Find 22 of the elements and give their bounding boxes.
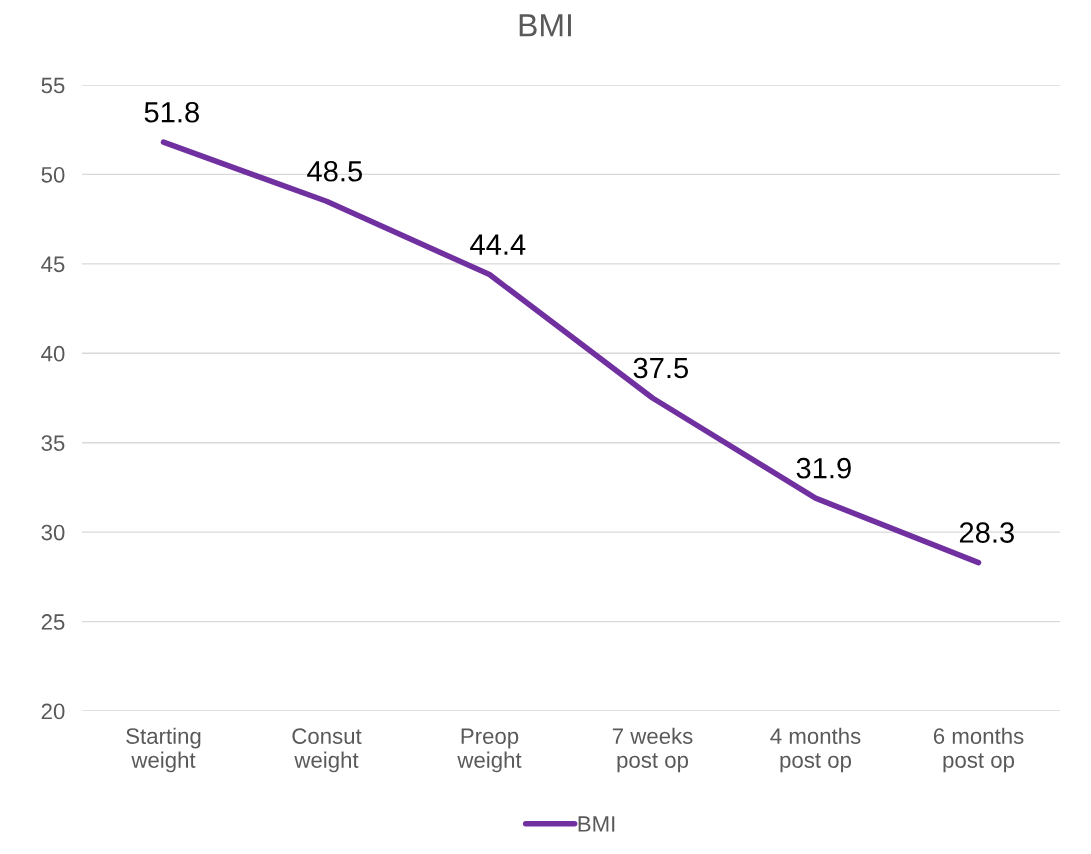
x-tick-label: Starting weight: [126, 727, 201, 773]
y-tick-label: 25: [41, 614, 65, 630]
x-tick-label: Preop weight: [457, 728, 522, 773]
data-label: 31.9: [796, 457, 851, 479]
data-label: 51.8: [144, 101, 199, 123]
data-label: 37.5: [633, 357, 688, 379]
y-tick-label: 30: [41, 524, 65, 541]
x-tick-label: 7 weeks post op: [612, 727, 693, 773]
chart-title: BMI: [519, 14, 571, 37]
data-label: 44.4: [470, 234, 526, 255]
x-tick-label: 4 months post op: [770, 727, 861, 773]
data-label: 48.5: [307, 160, 362, 182]
y-tick-label: 20: [41, 703, 65, 720]
y-tick-label: 40: [41, 345, 65, 362]
y-tick-label: 45: [41, 256, 65, 273]
x-tick-label: 6 months post op: [933, 727, 1024, 773]
y-tick-label: 55: [41, 77, 65, 94]
legend-label: BMI: [578, 816, 615, 832]
y-tick-label: 50: [41, 166, 65, 183]
x-tick-label: Consut weight: [292, 728, 362, 773]
data-label: 28.3: [959, 522, 1014, 543]
y-tick-label: 35: [41, 435, 65, 451]
